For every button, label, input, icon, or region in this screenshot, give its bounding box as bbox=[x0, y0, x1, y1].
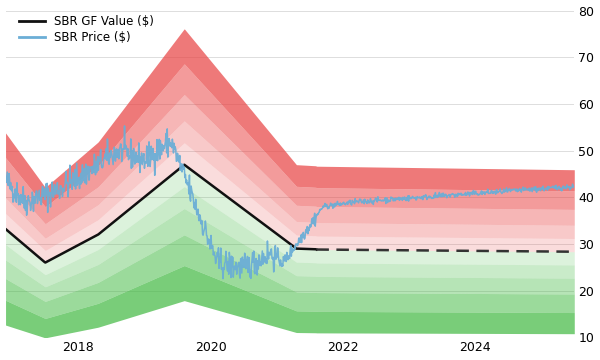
Legend: SBR GF Value ($), SBR Price ($): SBR GF Value ($), SBR Price ($) bbox=[14, 10, 159, 49]
